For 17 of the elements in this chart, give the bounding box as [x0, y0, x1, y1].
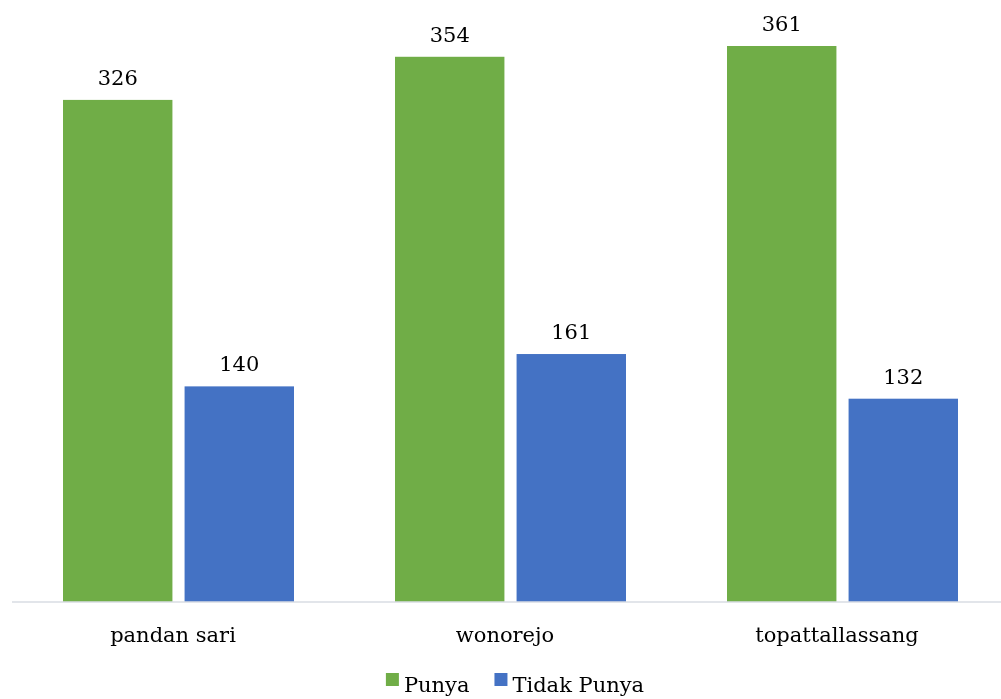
bar — [516, 354, 626, 602]
data-label: 161 — [551, 320, 592, 345]
bar — [184, 386, 294, 602]
bar — [727, 46, 837, 602]
data-label: 140 — [219, 352, 260, 377]
bar — [848, 398, 958, 602]
data-label: 361 — [761, 12, 802, 36]
data-label: 326 — [97, 65, 138, 90]
x-tick-label: topattallassang — [755, 623, 919, 647]
legend-label: Punya — [403, 673, 470, 697]
x-tick-label: wonorejo — [455, 623, 555, 647]
bar — [395, 56, 505, 602]
data-label: 132 — [883, 364, 924, 389]
legend-label: Tidak Punya — [512, 673, 645, 697]
data-label: 354 — [429, 22, 470, 47]
x-tick-label: pandan sari — [110, 623, 237, 647]
bar — [63, 99, 173, 602]
